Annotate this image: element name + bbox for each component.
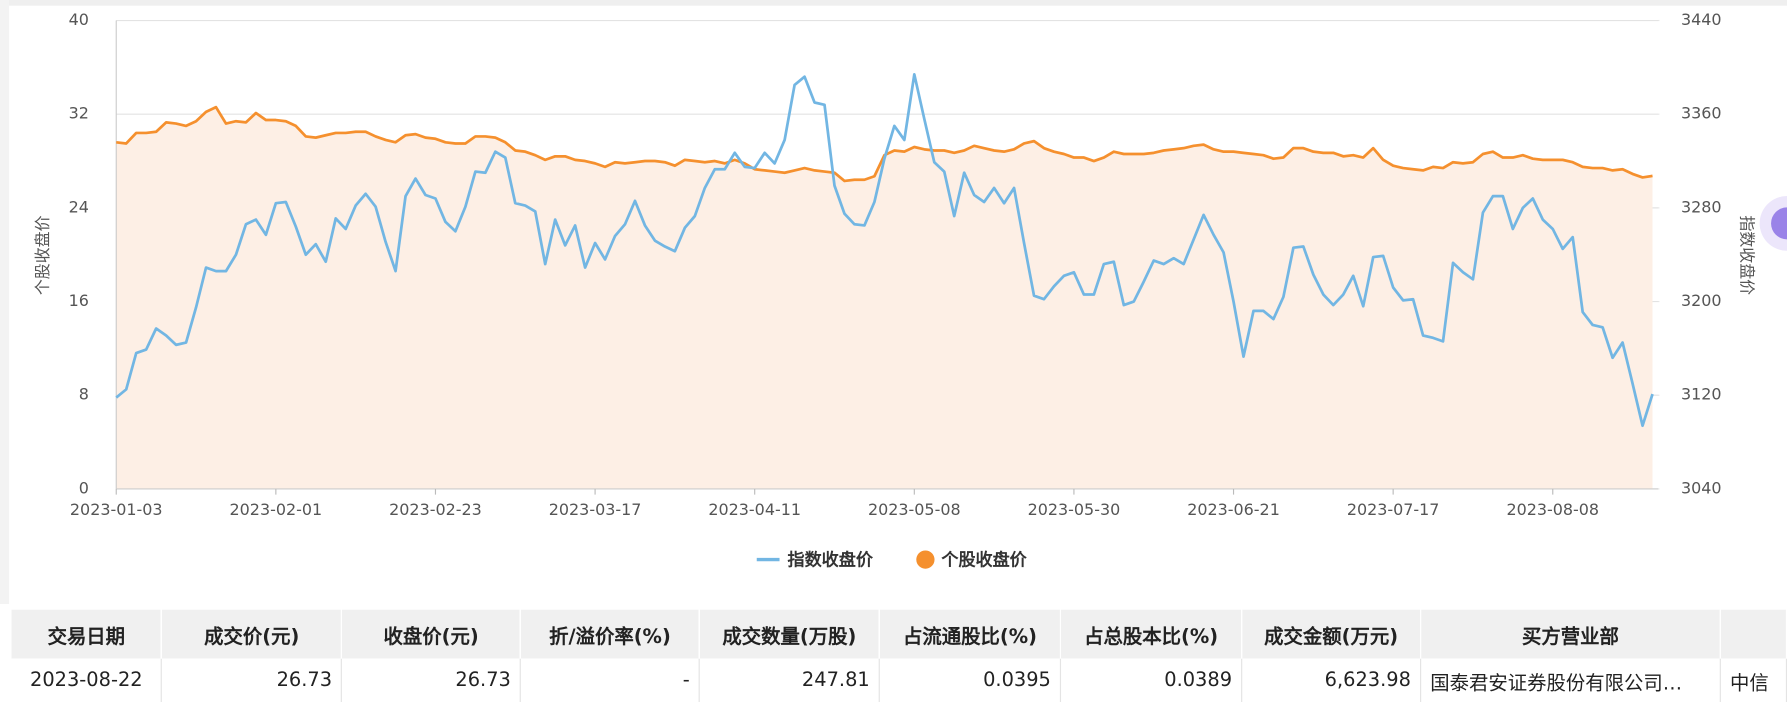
y-tick-label: 40: [69, 10, 89, 29]
area: [116, 107, 1653, 489]
table-cell: 国泰君安证券股份有限公司…: [1420, 658, 1721, 702]
table-cell: 0.0389: [1060, 658, 1243, 702]
series-line: [115, 73, 1654, 428]
header-cell: [1720, 609, 1787, 659]
y-tick-label: 0: [79, 478, 89, 497]
y2-tick-label: 3280: [1681, 197, 1722, 216]
x-tick-label: 2023-01-03: [70, 500, 163, 519]
header-cell: 成交金额(万元): [1241, 609, 1422, 659]
y2-axis-title: 指数收盘价: [1737, 215, 1756, 295]
y-tick-label: 32: [69, 104, 89, 123]
legend-label: 指数收盘价: [788, 550, 874, 571]
y2-tick-label: 3040: [1681, 478, 1722, 497]
x-tick-label: 2023-05-08: [868, 500, 961, 519]
table-cell: 2023-08-22: [11, 658, 163, 702]
y2-tick-label: 3440: [1681, 10, 1722, 29]
x-tick-label: 2023-03-17: [549, 500, 642, 519]
y2-tick-label: 3120: [1681, 385, 1722, 404]
table-cell: 247.81: [699, 658, 880, 702]
legend-item[interactable]: 个股收盘价: [916, 550, 1028, 571]
header-cell: 折/溢价率(%): [520, 609, 700, 659]
legend-label: 个股收盘价: [940, 550, 1027, 571]
header-cell: 占流通股比(%): [879, 609, 1062, 659]
table-cell: 26.73: [341, 658, 522, 702]
chart: 个股收盘价 指数收盘价 0 8 16 24 32 40 3040 3120 3200 3280 33…: [0, 0, 1787, 605]
y2-tick-label: 3360: [1681, 104, 1722, 123]
header-cell: 占总股本比(%): [1060, 609, 1243, 659]
x-tick-label: 2023-06-21: [1187, 500, 1280, 519]
header-cell: 成交数量(万股): [699, 609, 880, 659]
table-cell: 0.0395: [879, 658, 1062, 702]
header-cell: 交易日期: [11, 609, 163, 659]
left-band: [0, 0, 10, 605]
top-band: [0, 0, 1787, 6]
x-tick-label: 2023-07-17: [1347, 500, 1440, 519]
y2-tick-label: 3200: [1681, 291, 1722, 310]
y-tick-label: 16: [69, 291, 89, 310]
header-cell: 收盘价(元): [341, 609, 522, 659]
y-tick-label: 8: [79, 385, 89, 404]
trade-table: 交易日期 成交价(元) 收盘价(元) 折/溢价率(%) 成交数量(万股) 占流通股比(%)…: [11, 609, 1787, 702]
x-tick-label: 2023-02-01: [230, 500, 323, 519]
x-tick-label: 2023-04-11: [708, 500, 801, 519]
header-cell: 成交价(元): [161, 609, 343, 659]
table-cell: 6,623.98: [1241, 658, 1422, 702]
data-row: 2023-08-22 26.73 26.73-247.81 0.0395 0.0389 6…: [11, 658, 1787, 702]
legend-item[interactable]: 指数收盘价: [756, 550, 874, 571]
header-row: 交易日期 成交价(元) 收盘价(元) 折/溢价率(%) 成交数量(万股) 占流通股比(%)…: [11, 609, 1787, 659]
header-cell: 买方营业部: [1420, 609, 1721, 659]
x-tick-label: 2023-05-30: [1028, 500, 1121, 519]
table-cell: -: [520, 658, 700, 702]
legend-marker: [916, 550, 935, 569]
floating-widget-icon[interactable]: [1771, 207, 1787, 240]
x-tick-label: 2023-08-08: [1506, 500, 1599, 519]
table-cell: 26.73: [161, 658, 343, 702]
y-axis-title: 个股收盘价: [33, 215, 52, 295]
x-tick-label: 2023-02-23: [389, 500, 482, 519]
table-cell: 中信: [1720, 658, 1787, 702]
y-tick-label: 24: [69, 197, 89, 216]
